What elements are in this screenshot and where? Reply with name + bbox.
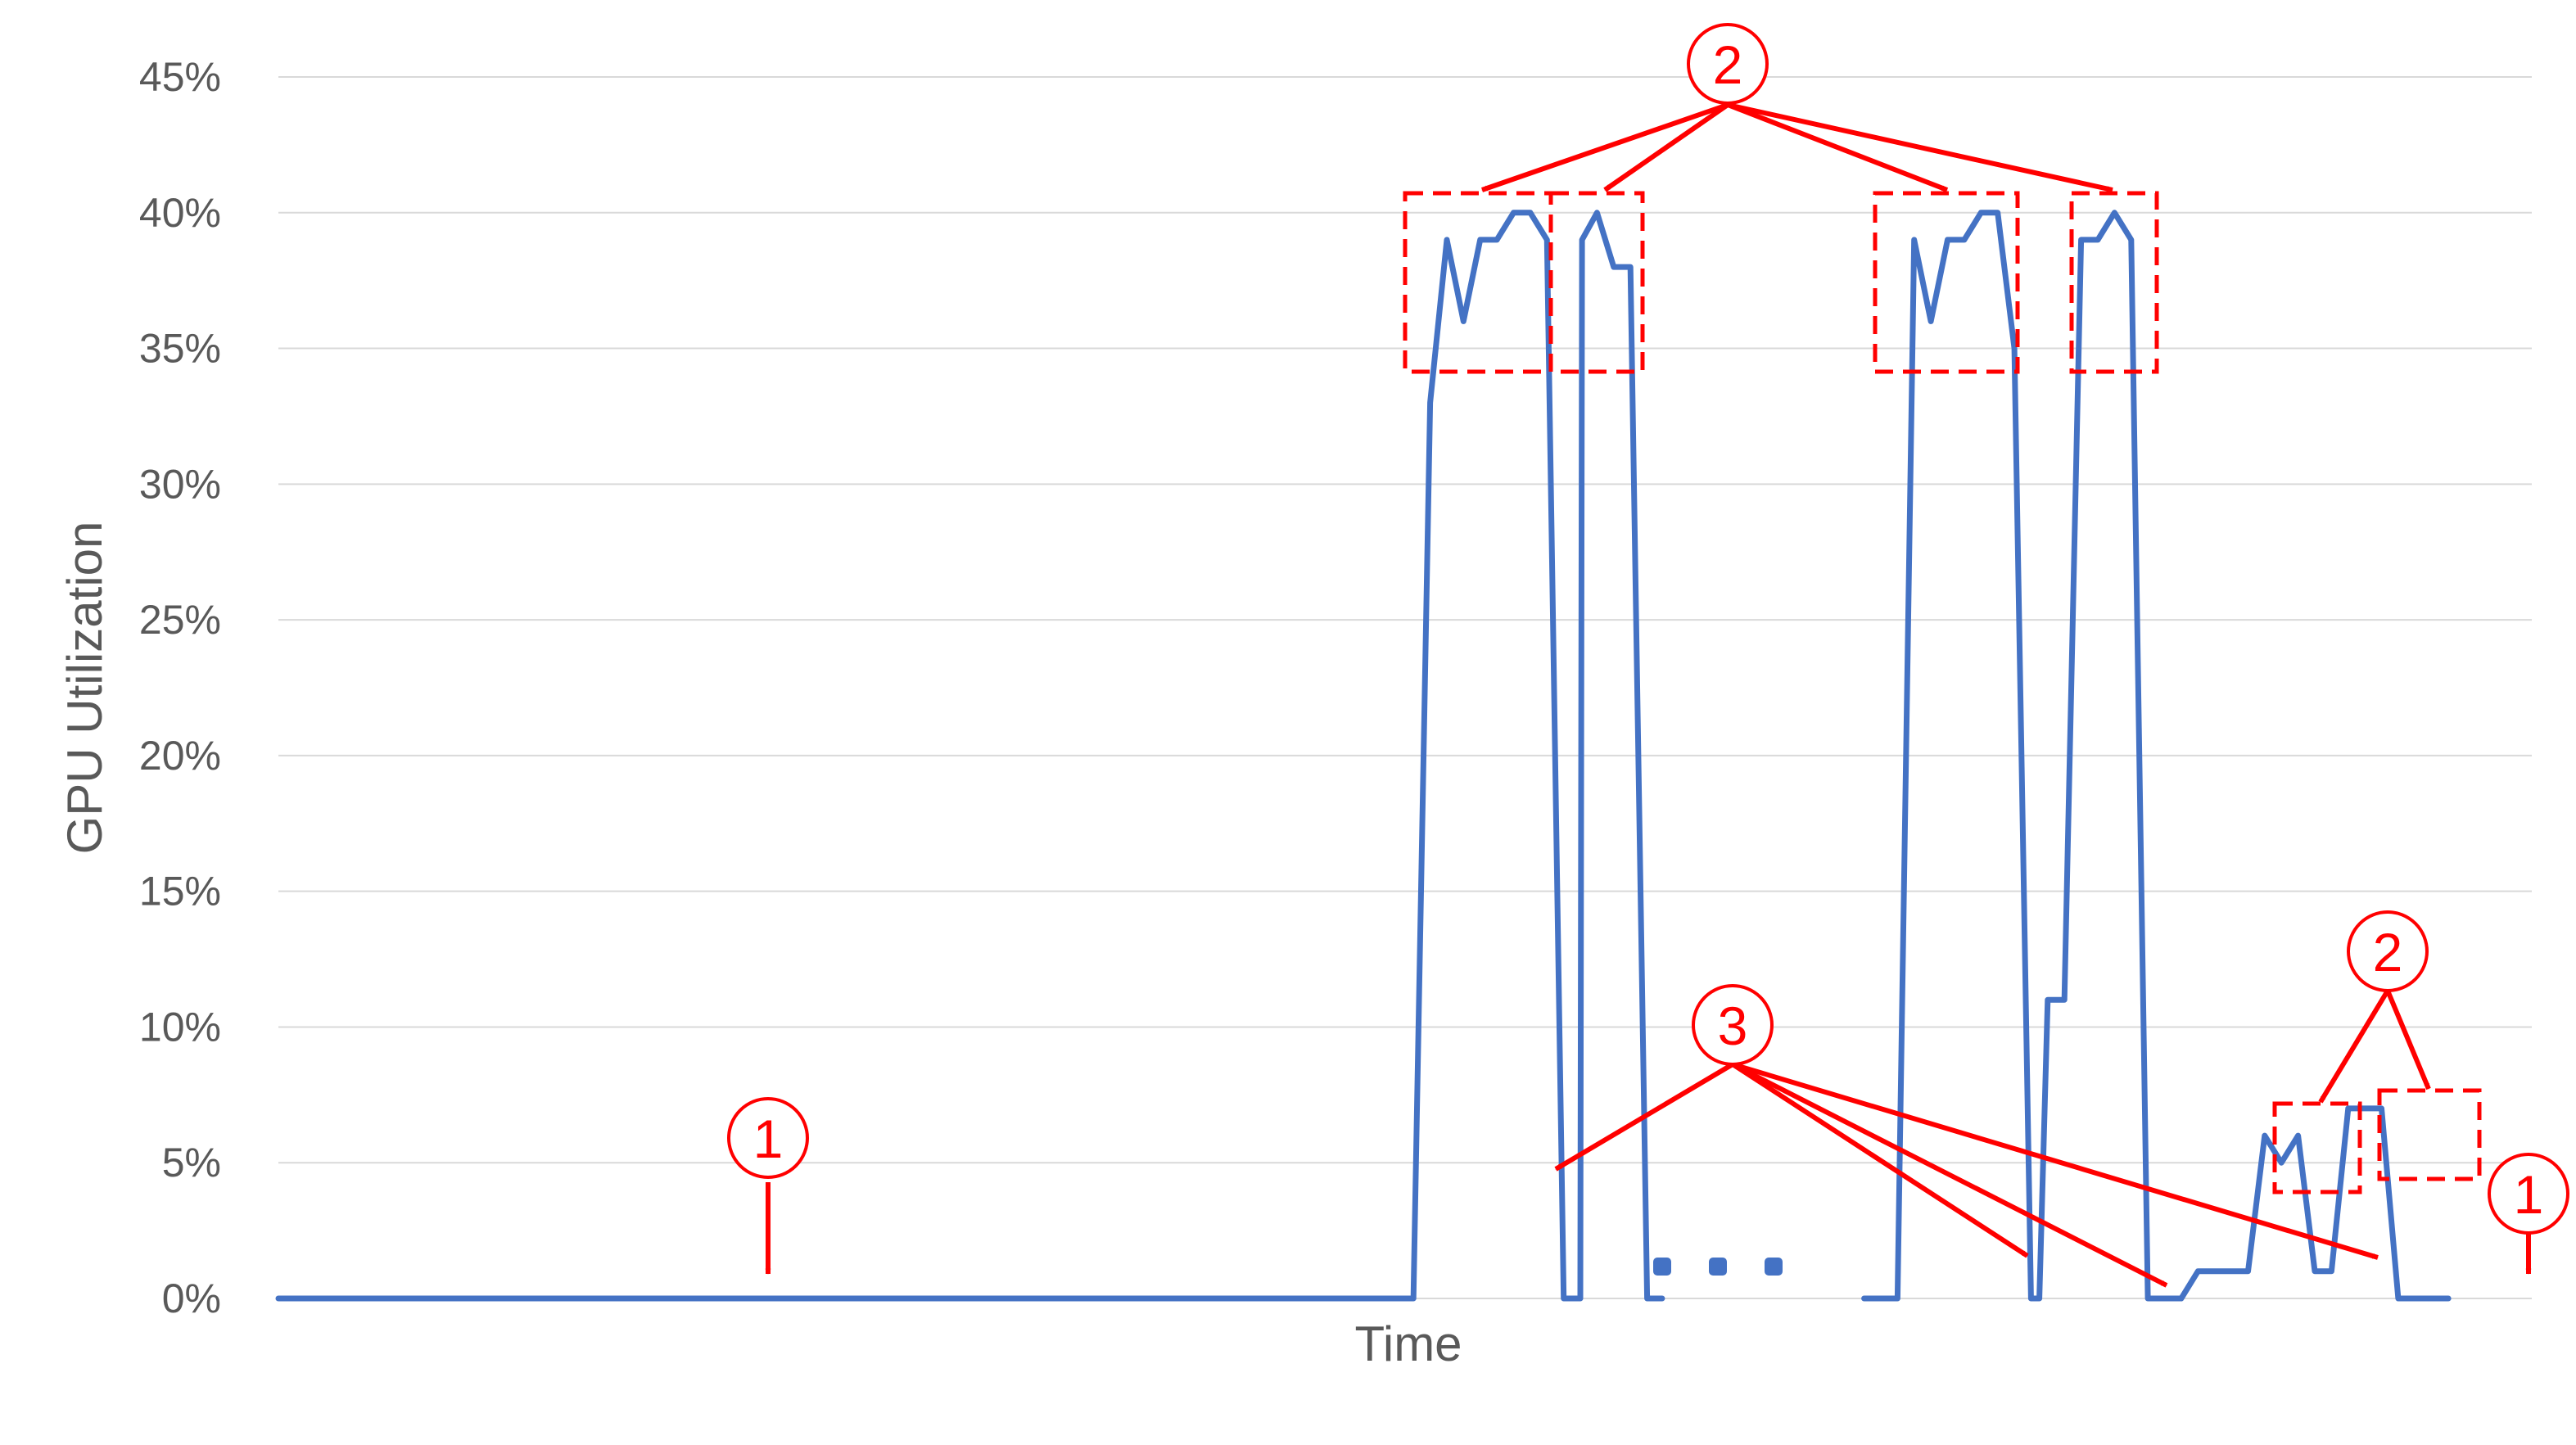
gap-dot <box>1765 1258 1783 1276</box>
callout-circle <box>727 1097 809 1179</box>
callout-number: 3 <box>1718 996 1748 1056</box>
y-tick-label: 40% <box>139 190 221 236</box>
callout-circle <box>1687 23 1769 105</box>
highlight-box <box>1548 191 1645 374</box>
callout-number: 1 <box>2514 1164 2544 1225</box>
x-axis-title: Time <box>1354 1316 1462 1371</box>
callout-number: 2 <box>2373 922 2403 982</box>
callout-number: 2 <box>1713 34 1743 95</box>
gap-dot <box>1709 1258 1727 1276</box>
y-tick-label: 20% <box>139 733 221 779</box>
callout-arrow <box>2385 989 2431 1091</box>
gap-marker: ... <box>1653 1258 1783 1278</box>
callout-circle <box>1692 984 1774 1066</box>
callout-arrow <box>1732 1062 2379 1260</box>
y-tick-labels: 0% 5% 10% 15% 20% 25% 30% 35% 40% 45% <box>139 54 221 1321</box>
y-tick-label: 15% <box>139 869 221 914</box>
y-tick-label: 10% <box>139 1004 221 1050</box>
y-axis-title: GPU Utilization <box>57 522 112 855</box>
callouts: 1 1 2 2 3 <box>727 23 2569 1235</box>
callout-arrow <box>2318 989 2390 1104</box>
y-tick-label: 5% <box>162 1140 221 1185</box>
highlight-box <box>1403 191 1553 374</box>
callout-arrow <box>1731 1062 2029 1258</box>
callout-arrows <box>765 102 2532 1288</box>
callout-arrow <box>1481 102 1729 192</box>
gridlines <box>278 76 2532 1299</box>
y-tick-label: 35% <box>139 326 221 372</box>
gap-marker-text: ... <box>1718 1276 1720 1278</box>
highlight-box <box>2069 191 2159 374</box>
callout-arrow <box>1554 1062 1734 1172</box>
y-tick-label: 25% <box>139 597 221 643</box>
callout-arrow <box>1731 1062 2168 1288</box>
series-lines <box>275 210 2452 1302</box>
callout-arrow <box>1727 102 2113 192</box>
gap-dot <box>1653 1258 1671 1276</box>
callout-arrow <box>1603 102 1729 192</box>
y-tick-label: 45% <box>139 54 221 100</box>
y-tick-label: 30% <box>139 461 221 507</box>
callout-circle <box>2347 910 2429 992</box>
highlight-box <box>1873 191 2020 374</box>
callout-arrow <box>1726 102 1949 192</box>
series-line <box>275 210 1665 1302</box>
callout-circle <box>2488 1153 2569 1235</box>
highlight-boxes <box>1403 191 2482 1194</box>
highlight-box <box>2272 1101 2362 1194</box>
callout-number: 1 <box>753 1109 784 1169</box>
series-line <box>1861 210 2452 1302</box>
y-tick-label: 0% <box>162 1276 221 1321</box>
highlight-box <box>2377 1088 2482 1181</box>
